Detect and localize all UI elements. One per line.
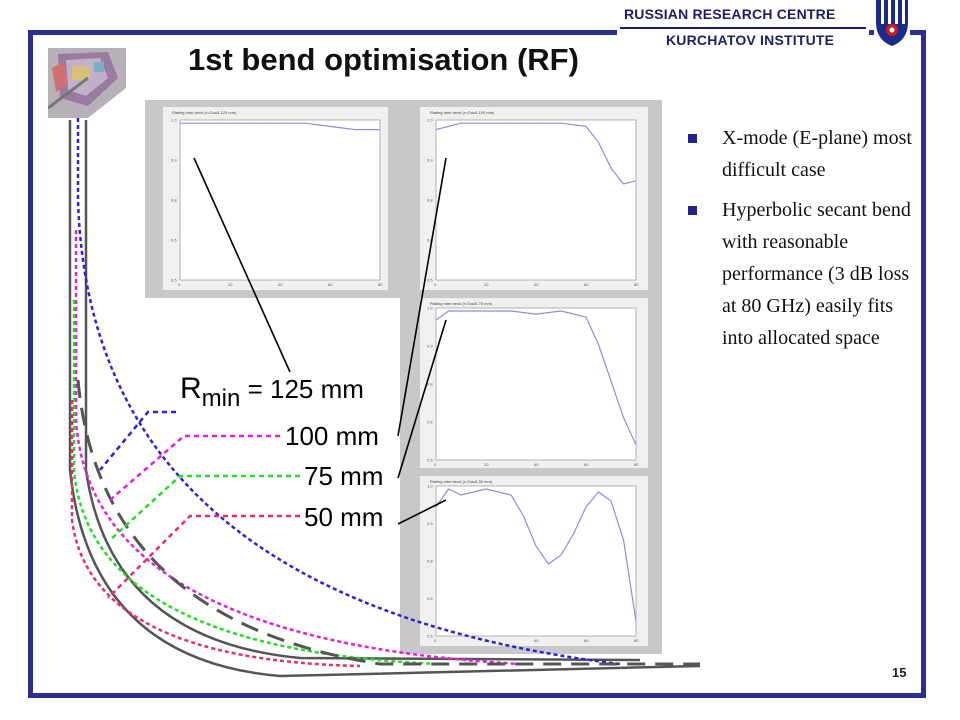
rmin-subscript: min <box>201 385 241 412</box>
device-thumbnail-icon <box>48 48 126 118</box>
x-tick-label: 60 <box>584 462 589 467</box>
bend-curves <box>68 118 701 678</box>
org-name-line1: RUSSIAN RESEARCH CENTRE <box>624 6 836 22</box>
r100-label: 100 mm <box>285 421 379 451</box>
plot-title: Rlating mtm bend (r=Gauß 50 mm) <box>430 479 493 484</box>
pointer-125mm <box>193 157 291 373</box>
x-tick-label: 0 <box>434 638 437 643</box>
bullet-list: X-mode (E-plane) most difficult case Hyp… <box>688 122 918 362</box>
y-tick-label: 0.6 <box>171 238 177 243</box>
y-tick-label: 1.0 <box>427 118 433 123</box>
leader-100mm <box>109 434 280 501</box>
leader-75mm <box>109 474 300 541</box>
bullet-text: X-mode (E-plane) most difficult case <box>722 127 912 181</box>
y-tick-label: 0.8 <box>171 198 177 203</box>
bullet-square-icon <box>688 206 697 215</box>
y-tick-label: 0.9 <box>427 158 433 163</box>
header-banner <box>617 0 869 52</box>
bend-75mm-curve <box>72 300 441 666</box>
r75-label: 75 mm <box>304 461 384 491</box>
y-tick-label: 1.0 <box>171 118 177 123</box>
x-tick-label: 0 <box>178 282 181 287</box>
plot-title: Rlating mtm bend (r=Gauß 100 mm) <box>430 110 495 115</box>
y-tick-label: 0.5 <box>427 458 433 463</box>
label-leaders <box>99 410 300 599</box>
guide-center-dash <box>76 379 700 666</box>
kurchatov-logo-icon <box>874 0 910 46</box>
plot-curve-100mm <box>435 122 637 185</box>
plot-75mm: Rlating mtm bend (r=Gauß 75 mm) 00.5 20 0.… <box>420 298 648 468</box>
x-tick-label: 40 <box>534 282 539 287</box>
bend-125mm-curve <box>76 118 621 666</box>
pointer-50mm <box>397 499 447 525</box>
plot-50mm: Rlating mtm bend (r=Gauß 50 mm) 00.5200.… <box>420 476 648 646</box>
bullet-item: Hyperbolic secant bend with reasonable p… <box>688 194 918 354</box>
y-tick-label: 1.0 <box>427 306 433 311</box>
plot-pointers <box>193 157 447 525</box>
org-name-line2: KURCHATOV INSTITUTE <box>666 32 835 48</box>
x-tick-label: 20 <box>228 282 233 287</box>
x-tick-label: 60 <box>584 282 589 287</box>
x-tick-label: 40 <box>278 282 283 287</box>
plot-100mm: Rlating mtm bend (r=Gauß 100 mm) 00.5 20 0… <box>420 107 648 290</box>
header-divider <box>620 27 866 29</box>
guide-wall-outer <box>68 120 701 678</box>
plot-title: Rlating mtm bend (r=Gauß 125 mm) <box>172 110 237 115</box>
y-tick-label: 0.8 <box>427 382 433 387</box>
x-tick-label: 0 <box>434 462 437 467</box>
x-tick-label: 40 <box>534 462 539 467</box>
y-tick-label: 0.5 <box>427 278 433 283</box>
y-tick-label: 0.6 <box>427 238 433 243</box>
pointer-75mm <box>397 319 447 479</box>
x-tick-label: 20 <box>484 282 489 287</box>
plot-125mm: Rlating mtm bend (r=Gauß 125 mm) 00.5 20 0… <box>163 107 388 290</box>
r50-label: 50 mm <box>304 502 384 532</box>
x-tick-label: 80 <box>634 282 639 287</box>
x-tick-label: 20 <box>484 462 489 467</box>
pointer-100mm <box>397 157 447 437</box>
plot-curve-50mm <box>435 488 637 622</box>
bullet-item: X-mode (E-plane) most difficult case <box>688 122 918 186</box>
y-tick-label: 0.9 <box>171 158 177 163</box>
y-tick-label: 0.8 <box>427 198 433 203</box>
guide-wall-inner <box>84 120 641 662</box>
rmin-125-value: = 125 mm <box>247 374 364 404</box>
plot-curve-75mm <box>435 310 637 446</box>
slide-title: 1st bend optimisation (RF) <box>188 42 579 77</box>
y-tick-label: 0.6 <box>427 420 433 425</box>
x-tick-label: 0 <box>434 282 437 287</box>
page-number: 15 <box>892 665 907 680</box>
bullet-text: Hyperbolic secant bend with reasonable p… <box>722 199 911 349</box>
rmin-label: Rmin = 125 mm <box>180 372 364 412</box>
leader-125mm <box>99 410 176 471</box>
plot-title: Rlating mtm bend (r=Gauß 75 mm) <box>430 301 493 306</box>
x-tick-label: 40 <box>534 638 539 643</box>
x-tick-label: 80 <box>378 282 383 287</box>
y-tick-label: 0.6 <box>427 596 433 601</box>
y-tick-label: 1.0 <box>427 484 433 489</box>
x-tick-label: 80 <box>634 638 639 643</box>
y-tick-label: 0.5 <box>171 278 177 283</box>
y-tick-label: 0.5 <box>427 634 433 639</box>
bend-100mm-curve <box>74 230 521 666</box>
y-tick-label: 0.9 <box>427 521 433 526</box>
plot-curve-125mm <box>180 122 380 131</box>
y-tick-label: 0.9 <box>427 344 433 349</box>
bullet-square-icon <box>688 134 697 143</box>
y-tick-label: 0.8 <box>427 559 433 564</box>
x-tick-label: 60 <box>584 638 589 643</box>
rmin-symbol: R <box>180 372 202 405</box>
x-tick-label: 60 <box>328 282 333 287</box>
bend-50mm-curve <box>70 400 361 668</box>
x-tick-label: 80 <box>634 462 639 467</box>
leader-50mm <box>107 514 300 599</box>
